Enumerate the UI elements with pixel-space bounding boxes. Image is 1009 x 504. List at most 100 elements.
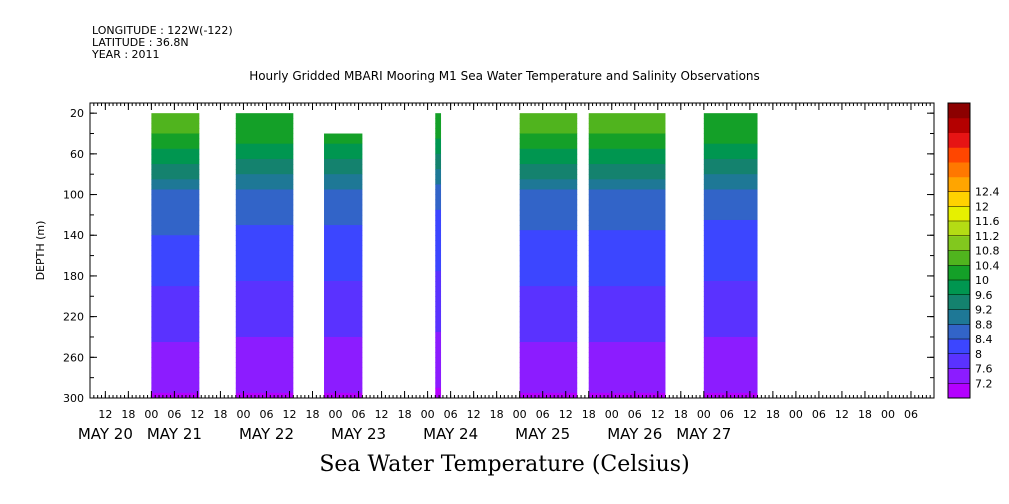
x-hour-tick-label: 18 bbox=[858, 408, 872, 421]
data-segment-1 bbox=[235, 158, 294, 165]
data-segment-6 bbox=[703, 367, 758, 374]
data-segment-1 bbox=[235, 306, 294, 313]
data-segment-0 bbox=[151, 372, 200, 379]
x-hour-tick-label: 06 bbox=[904, 408, 918, 421]
data-segment-4 bbox=[519, 372, 578, 379]
data-segment-3 bbox=[435, 113, 442, 119]
data-segment-3 bbox=[435, 352, 442, 358]
data-segment-4 bbox=[519, 306, 578, 313]
data-segment-0 bbox=[151, 204, 200, 211]
data-segment-1 bbox=[235, 316, 294, 323]
colorbar-swatch bbox=[948, 265, 970, 281]
data-segment-5 bbox=[588, 311, 666, 318]
data-segment-2 bbox=[324, 153, 363, 160]
data-segment-5 bbox=[588, 270, 666, 277]
data-segment-0 bbox=[151, 316, 200, 323]
data-segment-2 bbox=[324, 214, 363, 221]
data-segment-3 bbox=[435, 219, 442, 226]
data-segment-3 bbox=[435, 331, 442, 338]
data-segment-3 bbox=[435, 174, 442, 180]
x-hour-tick-label: 18 bbox=[306, 408, 320, 421]
data-segment-5 bbox=[588, 316, 666, 323]
data-segment-1 bbox=[235, 286, 294, 292]
data-segment-3 bbox=[435, 143, 442, 150]
x-hour-tick-label: 12 bbox=[282, 408, 296, 421]
data-segment-0 bbox=[151, 199, 200, 206]
year-label: YEAR : 2011 bbox=[92, 48, 160, 61]
x-hour-tick-label: 18 bbox=[582, 408, 596, 421]
data-segment-1 bbox=[235, 143, 294, 150]
data-segment-3 bbox=[435, 204, 442, 211]
data-segment-5 bbox=[588, 301, 666, 307]
data-segment-3 bbox=[435, 138, 442, 145]
data-segment-5 bbox=[588, 382, 666, 389]
data-segment-4 bbox=[519, 225, 578, 231]
data-segment-0 bbox=[151, 194, 200, 201]
data-segment-2 bbox=[324, 169, 363, 175]
x-hour-tick-label: 18 bbox=[766, 408, 780, 421]
data-segment-3 bbox=[435, 153, 442, 160]
data-segment-0 bbox=[151, 179, 200, 185]
data-segment-2 bbox=[324, 347, 363, 353]
data-segment-6 bbox=[703, 230, 758, 236]
data-segment-1 bbox=[235, 148, 294, 155]
data-segment-1 bbox=[235, 372, 294, 379]
data-segment-3 bbox=[435, 275, 442, 282]
data-segment-0 bbox=[151, 336, 200, 343]
data-segment-3 bbox=[435, 286, 442, 292]
data-segment-2 bbox=[324, 311, 363, 318]
data-segment-2 bbox=[324, 189, 363, 196]
colorbar-swatch bbox=[948, 339, 970, 355]
data-segment-5 bbox=[588, 179, 666, 185]
data-segment-2 bbox=[324, 245, 363, 251]
data-segment-2 bbox=[324, 158, 363, 165]
data-segment-5 bbox=[588, 352, 666, 358]
data-segment-1 bbox=[235, 255, 294, 262]
data-segment-0 bbox=[151, 235, 200, 241]
colorbar-label: 9.6 bbox=[975, 289, 993, 302]
data-segment-4 bbox=[519, 148, 578, 155]
x-hour-tick-label: 00 bbox=[513, 408, 527, 421]
x-hour-tick-label: 00 bbox=[789, 408, 803, 421]
data-segment-6 bbox=[703, 301, 758, 307]
data-segment-1 bbox=[235, 331, 294, 338]
data-segment-0 bbox=[151, 367, 200, 374]
data-segment-6 bbox=[703, 148, 758, 155]
colorbar-swatch bbox=[948, 176, 970, 192]
data-segment-3 bbox=[435, 387, 442, 394]
data-segment-5 bbox=[588, 189, 666, 196]
data-segment-5 bbox=[588, 291, 666, 297]
data-segment-4 bbox=[519, 265, 578, 272]
x-hour-tick-label: 12 bbox=[467, 408, 481, 421]
data-segment-1 bbox=[235, 189, 294, 196]
data-segment-2 bbox=[324, 255, 363, 262]
data-segment-4 bbox=[519, 118, 578, 124]
data-segment-0 bbox=[151, 281, 200, 287]
data-segment-3 bbox=[435, 321, 442, 328]
colorbar-swatch bbox=[948, 324, 970, 340]
data-segment-2 bbox=[324, 357, 363, 363]
data-segment-1 bbox=[235, 270, 294, 277]
y-tick-label: 180 bbox=[63, 270, 84, 283]
data-segment-4 bbox=[519, 250, 578, 257]
data-segment-4 bbox=[519, 316, 578, 323]
data-segment-5 bbox=[588, 326, 666, 333]
x-hour-tick-label: 06 bbox=[536, 408, 550, 421]
data-segment-4 bbox=[519, 194, 578, 201]
data-segment-3 bbox=[435, 230, 442, 236]
data-segment-6 bbox=[703, 235, 758, 241]
data-segment-1 bbox=[235, 138, 294, 145]
data-segment-2 bbox=[324, 204, 363, 211]
data-segment-5 bbox=[588, 148, 666, 155]
data-segment-1 bbox=[235, 199, 294, 206]
data-segment-0 bbox=[151, 230, 200, 236]
data-segment-6 bbox=[703, 199, 758, 206]
data-segment-6 bbox=[703, 357, 758, 363]
data-segment-1 bbox=[235, 336, 294, 343]
data-segment-0 bbox=[151, 153, 200, 160]
data-segment-2 bbox=[324, 367, 363, 374]
x-hour-tick-label: 06 bbox=[720, 408, 734, 421]
data-segment-3 bbox=[435, 342, 442, 348]
data-segment-0 bbox=[151, 214, 200, 221]
data-segment-1 bbox=[235, 179, 294, 185]
